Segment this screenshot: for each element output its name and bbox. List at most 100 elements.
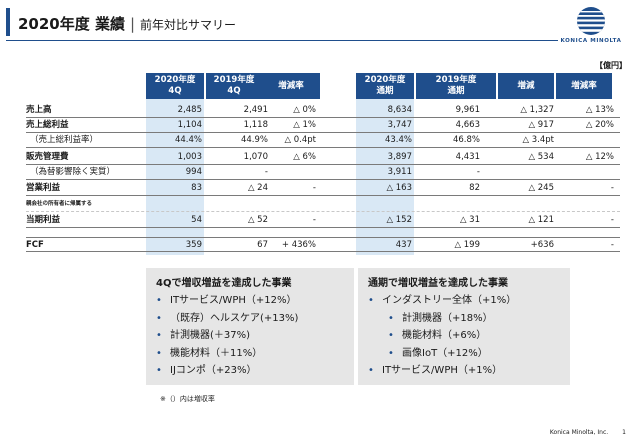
bullet-icon: • [156,347,162,359]
table-cell: - [476,167,480,177]
table-row: 当期利益 54 △ 52 - △ 152 △ 31 △ 121 - [26,213,620,228]
row-label: 当期利益 [26,215,61,225]
list-item-text: ITサービス/WPH（+1%） [382,365,503,376]
list-item: • IJコンポ（+23%） [156,362,344,380]
row-label: （売上総利益率） [30,135,99,145]
row-label: 売上総利益 [26,120,69,130]
table-cell: △ 199 [454,240,480,250]
table-cell: 3,897 [387,152,412,162]
column-header: 増減率 [556,73,612,99]
title-main: 2020年度 業績 [18,15,125,33]
table-cell: 83 [191,183,202,193]
table-cell: △ 3.4pt [522,135,555,145]
slide-title: 2020年度 業績 | 前年対比サマリー [18,13,236,34]
table-cell: △ 6% [293,152,316,162]
table-cell: 82 [469,183,480,193]
title-separator: | [129,15,136,33]
table-cell: 437 [395,240,412,250]
row-label: （為替影響除く実質） [30,167,116,177]
list-item-text: 機能材料（+6%） [402,330,487,341]
logo-text: KONICA MINOLTA [560,38,622,44]
table-cell: 9,961 [455,105,480,115]
bullet-icon: • [156,365,162,376]
table-cell: △ 152 [386,215,412,225]
table-cell: 46.8% [452,135,480,145]
list-item: • （既存）ヘルスケア(+13%) [156,310,344,328]
table-cell: △ 0.4pt [284,135,317,145]
table-cell: - [610,215,614,225]
table-cell: 2,491 [243,105,268,115]
table-row: 親会社の所有者に帰属する [26,197,620,212]
list-item-text: （既存）ヘルスケア(+13%) [170,312,299,324]
company-name: Konica Minolta, Inc. [549,429,609,436]
row-label: 売上高 [26,105,52,115]
column-header: 2019年度 4Q [206,73,262,99]
table-cell: 44.9% [240,135,268,145]
table-cell: - [312,215,316,225]
bullet-icon: • [368,295,374,306]
list-item-text: 機能材料（＋11%） [170,347,263,359]
highlight-band-4q [146,95,204,255]
table-cell: △ 31 [459,215,480,225]
bullet-icon: • [156,330,162,341]
globe-logo-icon [577,7,605,35]
bullet-icon: • [388,312,394,324]
list-item: • ITサービス/WPH（+12%） [156,292,344,310]
table-cell: 2,485 [177,105,202,115]
table-cell: 1,070 [243,152,268,162]
table-cell: 44.4% [174,135,202,145]
table-cell: - [610,240,614,250]
box-full-year-title: 通期で増収増益を達成した事業 [368,278,508,289]
table-cell: △ 121 [528,215,554,225]
table-row: （売上総利益率） 44.4% 44.9% △ 0.4pt 43.4% 46.8% △ 3.4… [26,133,620,148]
table-cell: - [264,167,268,177]
table-cell: △ 12% [585,152,614,162]
column-header: 2020年度 通期 [356,73,414,99]
table-cell: 1,104 [177,120,202,130]
list-item: • ITサービス/WPH（+1%） [368,362,560,380]
unit-label: 【億円】 [595,61,627,70]
sub-list-item: • 計測機器（+18%） [368,310,560,328]
table-cell: △ 1% [293,120,316,130]
list-item-text: 画像IoT（+12%） [402,347,488,359]
table-cell: 1,118 [243,120,268,130]
table-row: FCF 359 67 + 436% 437 △ 199 +636 - [26,237,620,252]
table-cell: 54 [191,215,202,225]
table-cell: △ 0% [293,105,316,115]
table-row: 販売管理費 1,003 1,070 △ 6% 3,897 4,431 △ 534 △ 12% [26,150,620,165]
bullet-icon: • [388,347,394,359]
table-cell: - [610,183,614,193]
table-cell: △ 52 [247,215,268,225]
box-full-year-growth: 通期で増収増益を達成した事業 • インダストリー全体（+1%） • 計測機器（+18%… [358,268,570,385]
column-header: 2019年度 通期 [416,73,496,99]
table-cell: △ 20% [585,120,614,130]
table-cell: △ 917 [528,120,554,130]
sub-list-item: • 機能材料（+6%） [368,327,560,345]
box-4q-growth: 4Qで増収増益を達成した事業 • ITサービス/WPH（+12%） • （既存）ヘルス… [146,268,354,385]
list-item-text: インダストリー全体（+1%） [382,295,517,306]
table-cell: 3,911 [387,167,412,177]
slide-header: 2020年度 業績 | 前年対比サマリー KONICA MINOLTA [0,0,640,44]
table-cell: △ 163 [386,183,412,193]
row-label: FCF [26,240,44,250]
table-cell: 43.4% [384,135,412,145]
box-4q-title: 4Qで増収増益を達成した事業 [156,278,292,289]
list-item: • 計測機器(＋37%) [156,327,344,345]
title-accent-bar [6,8,10,36]
list-item-text: IJコンポ（+23%） [170,365,257,376]
table-cell: △ 13% [585,105,614,115]
footnote: ※（）内は増収率 [160,395,215,403]
company-logo: KONICA MINOLTA [552,6,630,44]
list-item-text: 計測機器(＋37%) [170,330,251,341]
title-sub: 前年対比サマリー [140,18,237,32]
page-number: 1 [622,429,626,436]
table-cell: △ 534 [528,152,554,162]
table-cell: 4,431 [455,152,480,162]
column-header: 増減率 [262,73,320,99]
table-cell: 8,634 [387,105,412,115]
header-divider [6,40,558,41]
list-item: • インダストリー全体（+1%） [368,292,560,310]
table-cell: +636 [530,240,554,250]
row-label: 親会社の所有者に帰属する [26,201,93,207]
table-row: 営業利益 83 △ 24 - △ 163 82 △ 245 - [26,181,620,196]
